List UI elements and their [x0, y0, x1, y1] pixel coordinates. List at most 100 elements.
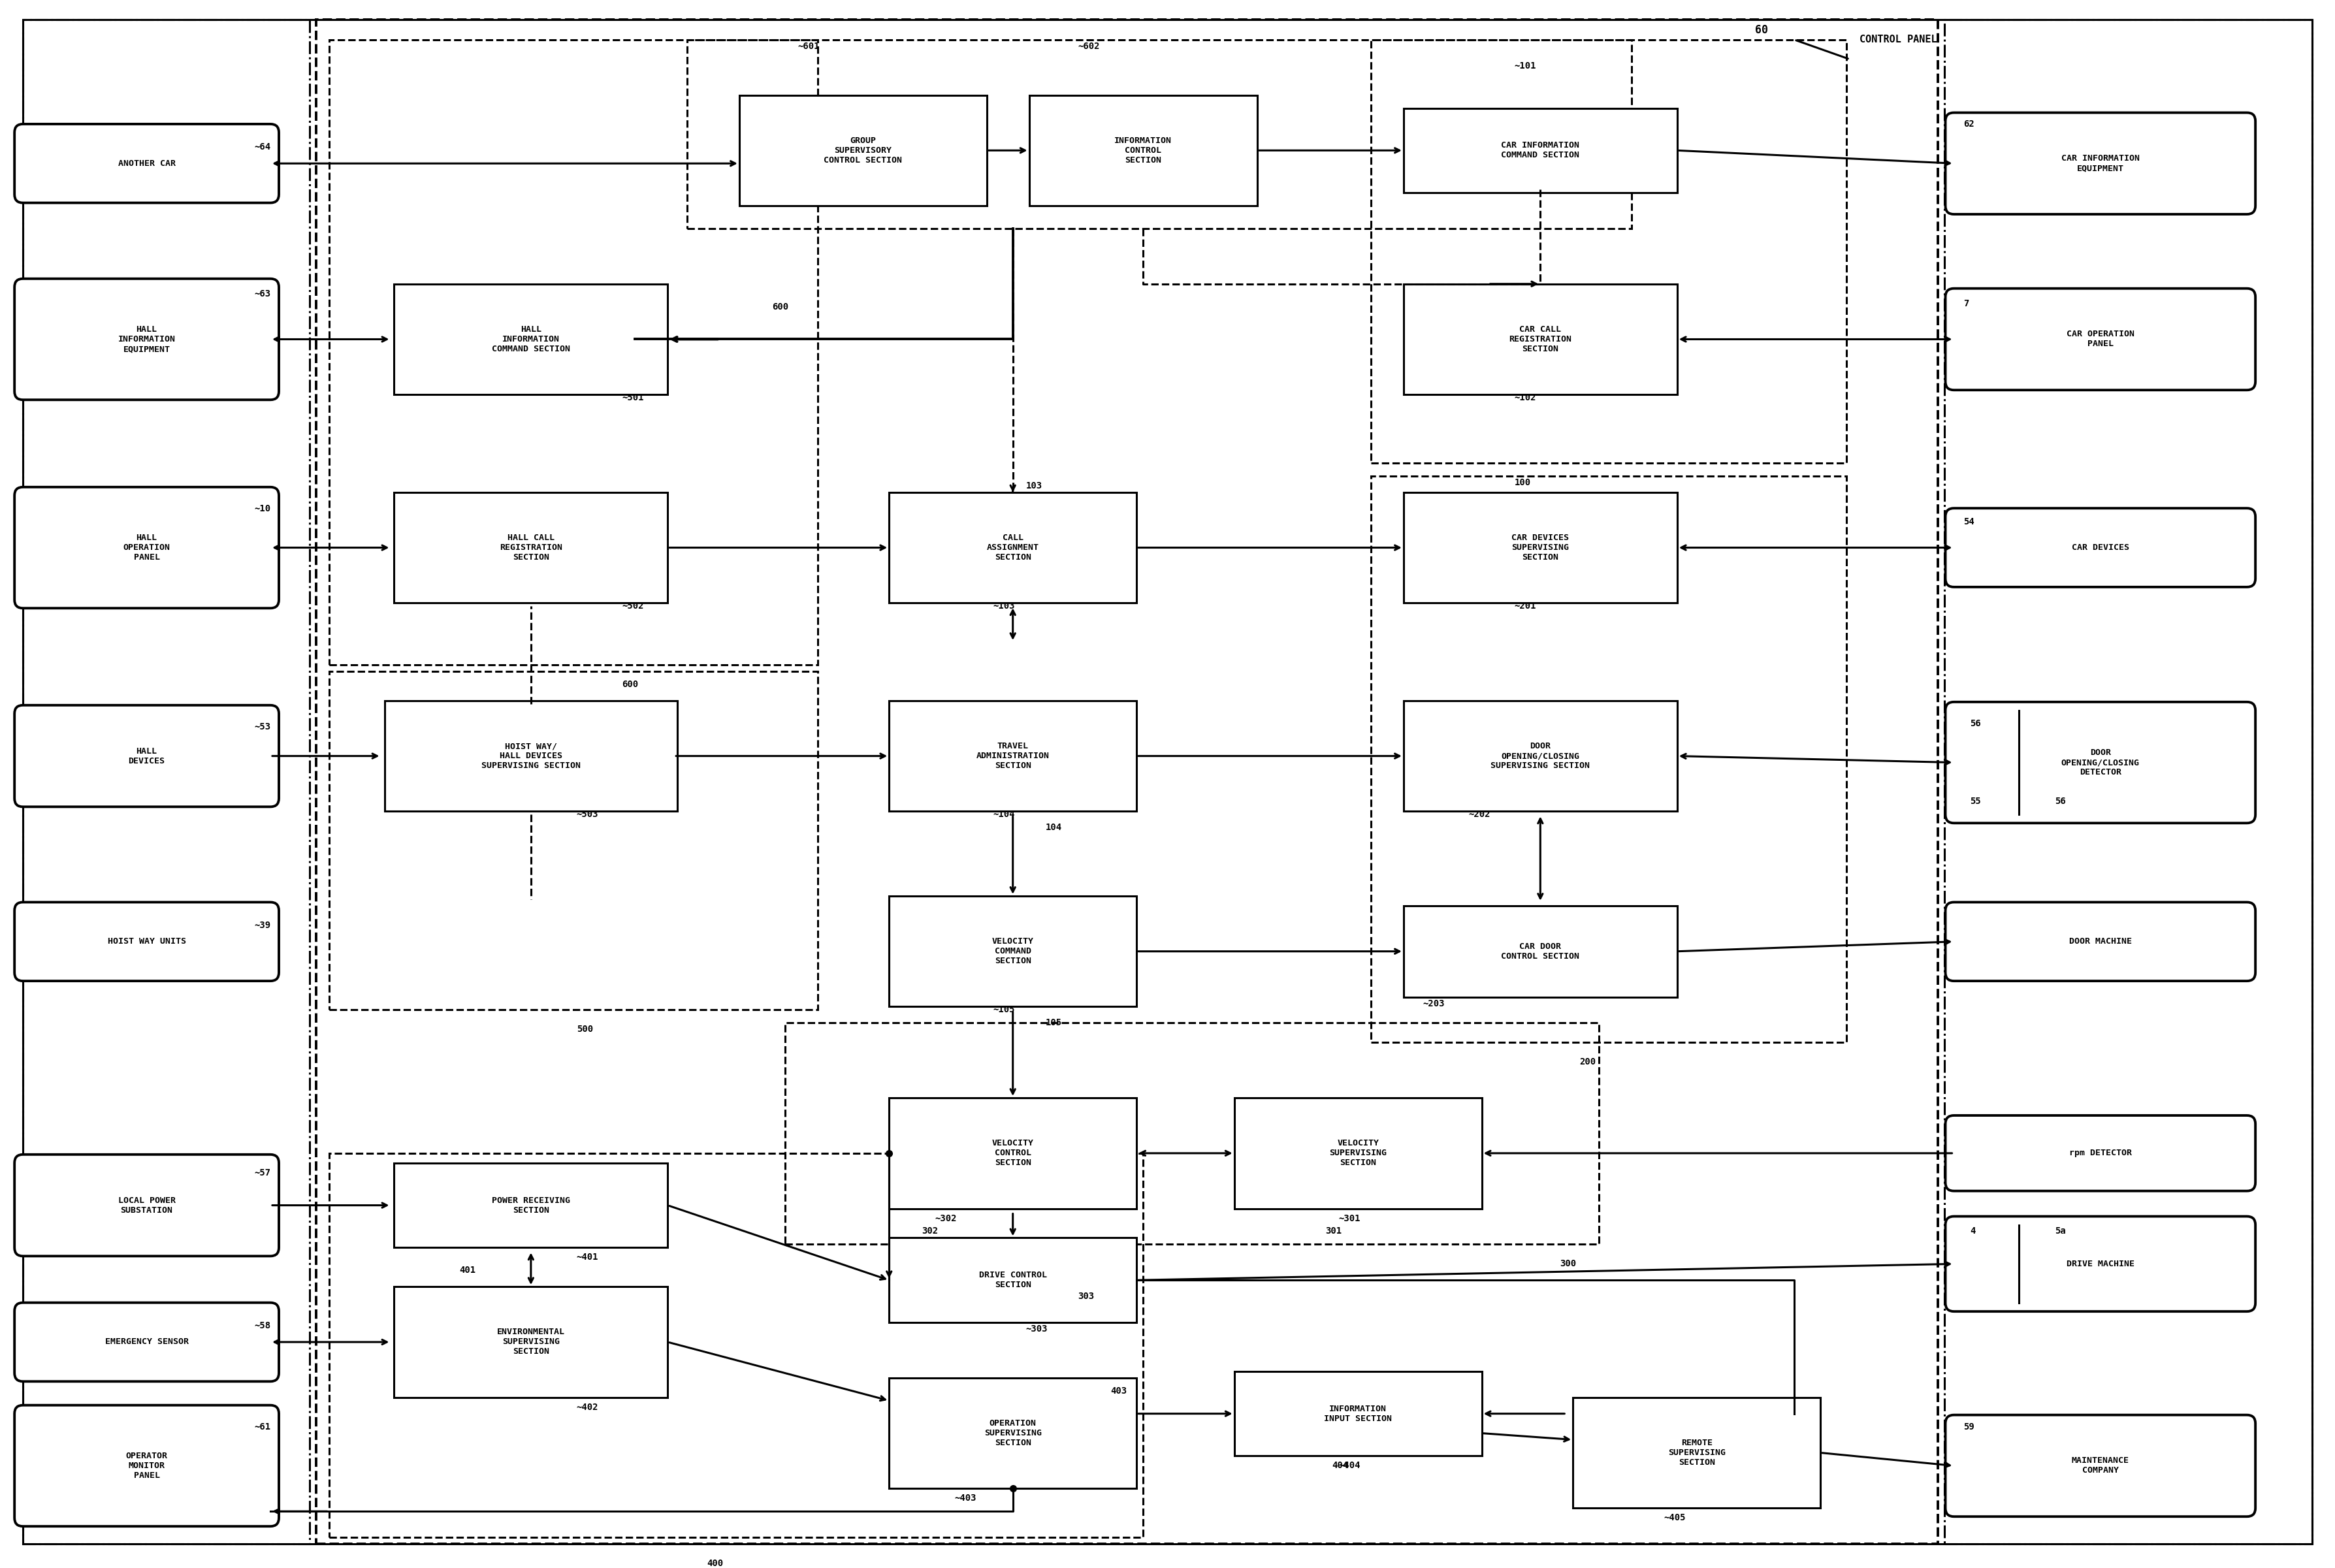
Text: DOOR
OPENING/CLOSING
DETECTOR: DOOR OPENING/CLOSING DETECTOR [2062, 748, 2139, 776]
Bar [329, 39, 817, 665]
Text: ~203: ~203 [1422, 999, 1445, 1008]
Text: HALL
OPERATION
PANEL: HALL OPERATION PANEL [124, 533, 170, 561]
Bar [890, 492, 1137, 604]
Bar [890, 1378, 1137, 1488]
Bar [740, 96, 988, 205]
Bar [890, 1098, 1137, 1209]
Text: DOOR
OPENING/CLOSING
SUPERVISING SECTION: DOOR OPENING/CLOSING SUPERVISING SECTION [1490, 742, 1590, 770]
Text: 4: 4 [1971, 1226, 1975, 1236]
Text: ~104: ~104 [992, 811, 1016, 818]
Text: 403: 403 [1111, 1386, 1128, 1396]
Text: ~202: ~202 [1469, 811, 1490, 818]
Bar [1574, 1397, 1821, 1508]
Text: ~101: ~101 [1515, 61, 1536, 71]
Bar [890, 1237, 1137, 1322]
Text: MAINTENANCE
COMPANY: MAINTENANCE COMPANY [2071, 1457, 2130, 1475]
Text: LOCAL POWER
SUBSTATION: LOCAL POWER SUBSTATION [119, 1196, 175, 1215]
Text: 400: 400 [708, 1559, 724, 1568]
Text: 301: 301 [1326, 1226, 1343, 1236]
Text: CAR DOOR
CONTROL SECTION: CAR DOOR CONTROL SECTION [1501, 942, 1578, 961]
Text: ~302: ~302 [934, 1214, 957, 1223]
Text: ~404: ~404 [1338, 1461, 1361, 1471]
Bar [686, 39, 1632, 229]
Text: ~503: ~503 [577, 811, 598, 818]
FancyBboxPatch shape [14, 1154, 278, 1256]
Bar [395, 1163, 668, 1248]
FancyBboxPatch shape [1945, 902, 2256, 982]
Text: ~201: ~201 [1515, 602, 1536, 612]
Text: POWER RECEIVING
SECTION: POWER RECEIVING SECTION [493, 1196, 570, 1215]
FancyBboxPatch shape [14, 124, 278, 202]
Text: DOOR MACHINE: DOOR MACHINE [2069, 938, 2132, 946]
FancyBboxPatch shape [14, 706, 278, 808]
Text: ~501: ~501 [621, 394, 644, 403]
Text: ~53: ~53 [255, 723, 271, 731]
Text: ~301: ~301 [1338, 1214, 1361, 1223]
FancyBboxPatch shape [14, 1303, 278, 1381]
Text: TRAVEL
ADMINISTRATION
SECTION: TRAVEL ADMINISTRATION SECTION [976, 742, 1048, 770]
Text: OPERATOR
MONITOR
PANEL: OPERATOR MONITOR PANEL [126, 1452, 168, 1480]
Bar [1403, 701, 1677, 811]
Text: 59: 59 [1964, 1422, 1975, 1432]
Bar [315, 19, 1938, 1544]
Text: ~303: ~303 [1025, 1325, 1048, 1333]
Text: ~502: ~502 [621, 602, 644, 612]
Bar [785, 1022, 1599, 1245]
Text: 300: 300 [1560, 1259, 1576, 1269]
Text: CONTROL PANEL: CONTROL PANEL [1859, 34, 1938, 44]
Bar [23, 19, 311, 1544]
Text: 56: 56 [1971, 718, 1980, 728]
Text: rpm DETECTOR: rpm DETECTOR [2069, 1149, 2132, 1157]
Text: REMOTE
SUPERVISING
SECTION: REMOTE SUPERVISING SECTION [1667, 1439, 1726, 1466]
Text: ~103: ~103 [992, 602, 1016, 612]
Text: ~39: ~39 [255, 920, 271, 930]
Bar [329, 671, 817, 1010]
Text: 56: 56 [2055, 797, 2066, 806]
Bar [385, 701, 677, 811]
Text: 200: 200 [1578, 1057, 1595, 1066]
Text: HALL
INFORMATION
COMMAND SECTION: HALL INFORMATION COMMAND SECTION [493, 325, 570, 353]
Text: HALL
DEVICES: HALL DEVICES [128, 746, 166, 765]
Bar [1030, 96, 1256, 205]
Text: 500: 500 [577, 1025, 593, 1033]
Bar [1235, 1372, 1483, 1457]
Text: VELOCITY
SUPERVISING
SECTION: VELOCITY SUPERVISING SECTION [1329, 1140, 1387, 1167]
Text: ~58: ~58 [255, 1322, 271, 1330]
FancyBboxPatch shape [1945, 1115, 2256, 1192]
Text: DRIVE MACHINE: DRIVE MACHINE [2066, 1259, 2134, 1269]
Bar [1403, 108, 1677, 193]
FancyBboxPatch shape [1945, 113, 2256, 215]
Text: EMERGENCY SENSOR: EMERGENCY SENSOR [105, 1338, 189, 1347]
Text: 103: 103 [1025, 481, 1041, 491]
Text: GROUP
SUPERVISORY
CONTROL SECTION: GROUP SUPERVISORY CONTROL SECTION [824, 136, 901, 165]
Bar [329, 1152, 1144, 1537]
Bar [395, 284, 668, 395]
Text: ANOTHER CAR: ANOTHER CAR [119, 160, 175, 168]
Text: VELOCITY
CONTROL
SECTION: VELOCITY CONTROL SECTION [992, 1140, 1034, 1167]
Text: ~405: ~405 [1665, 1513, 1686, 1523]
Text: 600: 600 [773, 303, 789, 312]
Text: HOIST WAY/
HALL DEVICES
SUPERVISING SECTION: HOIST WAY/ HALL DEVICES SUPERVISING SECT… [481, 742, 581, 770]
Text: INFORMATION
INPUT SECTION: INFORMATION INPUT SECTION [1324, 1405, 1392, 1422]
Text: ~63: ~63 [255, 289, 271, 298]
Text: HALL
INFORMATION
EQUIPMENT: HALL INFORMATION EQUIPMENT [119, 325, 175, 353]
Bar [395, 1287, 668, 1397]
Text: 55: 55 [1971, 797, 1980, 806]
Text: 104: 104 [1046, 823, 1062, 833]
Text: INFORMATION
CONTROL
SECTION: INFORMATION CONTROL SECTION [1114, 136, 1172, 165]
Text: 60: 60 [1756, 24, 1768, 36]
Text: 302: 302 [922, 1226, 939, 1236]
Text: 5a: 5a [2055, 1226, 2066, 1236]
Bar [1235, 1098, 1483, 1209]
Bar [1371, 39, 1847, 463]
FancyBboxPatch shape [14, 279, 278, 400]
FancyBboxPatch shape [14, 488, 278, 608]
Text: ~601: ~601 [799, 42, 820, 50]
Text: ~64: ~64 [255, 143, 271, 152]
FancyBboxPatch shape [14, 1405, 278, 1526]
Bar [1371, 477, 1847, 1043]
Text: ~105: ~105 [992, 1005, 1016, 1014]
Text: 7: 7 [1964, 299, 1968, 307]
Text: ~403: ~403 [955, 1494, 976, 1502]
Text: DRIVE CONTROL
SECTION: DRIVE CONTROL SECTION [978, 1272, 1046, 1289]
